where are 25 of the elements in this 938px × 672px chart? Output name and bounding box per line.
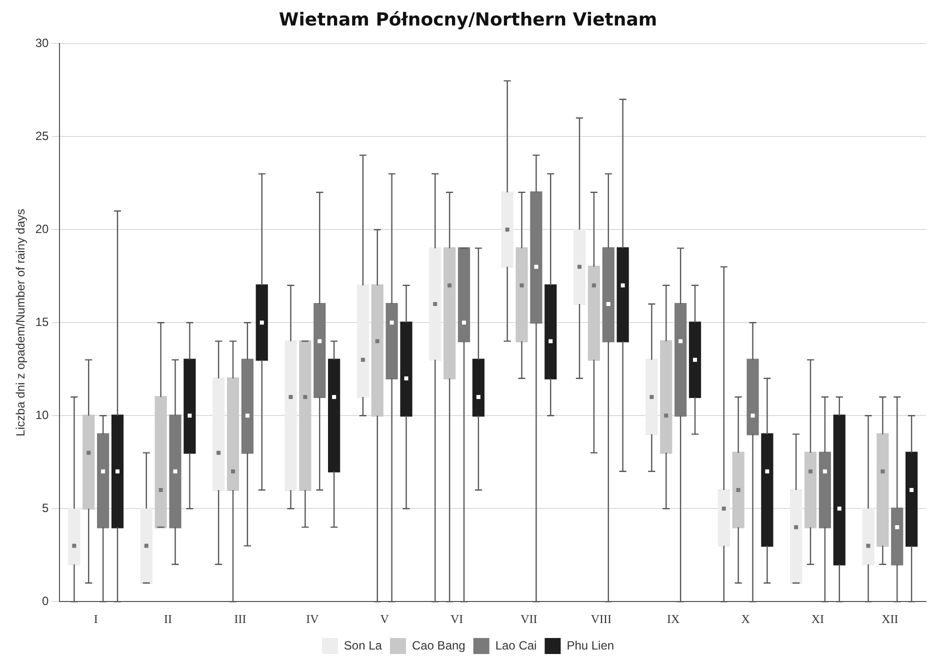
y-tick-label: 15 [35,314,50,329]
x-tick-label: X [741,612,750,626]
x-tick-label: VIII [590,612,612,626]
y-tick-label: 10 [35,408,50,422]
y-tick-label: 0 [42,594,50,608]
x-tick-label: V [380,612,390,626]
legend-label: Son La [344,638,382,652]
y-tick-label: 25 [35,128,50,143]
x-tick-label: II [164,612,172,626]
x-tick-label: XI [811,612,824,626]
legend-label: Lao Cai [495,638,537,652]
x-tick-label: VI [450,612,464,626]
y-tick-label: 20 [35,222,50,236]
y-tick-label: 5 [42,500,50,515]
legend-label: Cao Bang [412,638,466,652]
y-axis-title: Liczba dni z opadem/Number of rainy days [14,208,28,436]
x-tick-label: VII [520,612,538,626]
x-tick-label: XII [882,612,898,626]
legend-label: Phu Lien [566,638,614,652]
x-tick-label: I [94,612,98,626]
x-tick-label: IV [306,612,320,626]
x-tick-label: IX [667,612,680,626]
x-tick-label: III [234,612,246,626]
chart-title: Wietnam Północny/Northern Vietnam [278,9,658,30]
y-tick-label: 30 [35,36,50,50]
